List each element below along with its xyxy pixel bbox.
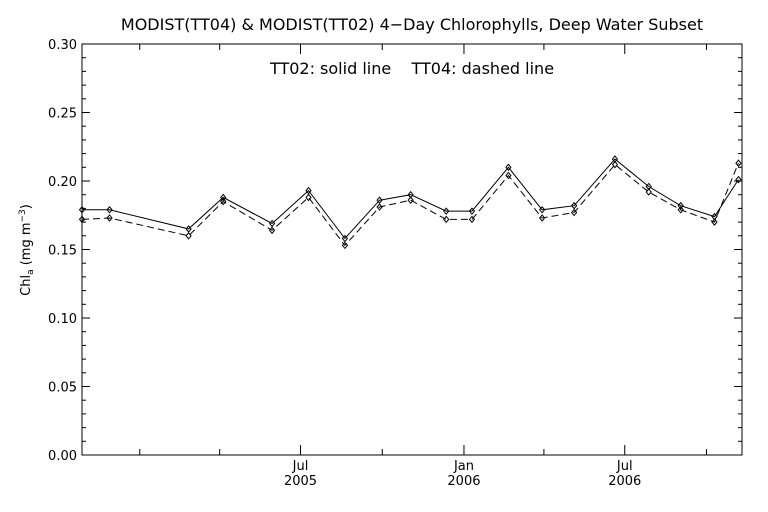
point-marker-tt02 <box>443 207 450 215</box>
x-tick-month-label: Jul <box>616 459 633 474</box>
point-marker-tt04 <box>505 171 512 180</box>
point-marker-tt04 <box>106 214 113 222</box>
y-tick-label: 0.20 <box>48 175 77 190</box>
point-marker-tt02 <box>268 219 276 228</box>
point-marker-tt02 <box>220 193 227 202</box>
y-tick-label: 0.10 <box>48 312 77 327</box>
point-marker-tt04 <box>645 188 652 196</box>
point-marker-tt02 <box>305 186 312 195</box>
y-tick-label: 0.30 <box>48 38 77 53</box>
point-marker-tt04 <box>735 159 742 167</box>
point-marker-tt04 <box>305 193 312 202</box>
x-tick-year-label: 2006 <box>447 474 480 489</box>
point-marker-tt02 <box>106 205 113 214</box>
point-marker-tt04 <box>570 208 578 217</box>
point-marker-tt02 <box>570 201 578 210</box>
series-line-tt02 <box>82 158 739 240</box>
point-marker-tt04 <box>220 197 227 206</box>
x-tick-month-label: Jan <box>453 459 474 474</box>
y-tick-label: 0.05 <box>48 381 77 396</box>
point-marker-tt02 <box>341 234 349 243</box>
point-marker-tt04 <box>468 215 476 224</box>
x-tick-year-label: 2006 <box>608 474 641 489</box>
x-tick-year-label: 2005 <box>284 474 317 489</box>
point-marker-tt04 <box>611 160 619 169</box>
y-tick-label: 0.15 <box>48 244 77 259</box>
series-layer <box>78 155 742 250</box>
series-style-note: TT02: solid line TT04: dashed line <box>269 59 554 78</box>
point-marker-tt04 <box>677 205 684 214</box>
point-marker-tt04 <box>538 214 546 222</box>
point-marker-tt04 <box>341 241 349 250</box>
point-marker-tt04 <box>268 226 276 235</box>
x-tick-month-label: Jul <box>292 459 309 474</box>
point-marker-tt04 <box>78 215 86 224</box>
y-axis: 0.00 0.05 0.10 0.15 0.20 0.25 0.30 <box>48 38 742 464</box>
point-marker-tt02 <box>376 196 383 204</box>
series-line-tt04 <box>81 163 739 247</box>
point-marker-tt04 <box>407 196 414 204</box>
point-marker-tt02 <box>185 225 192 233</box>
y-axis-label: Chla (mg m−3) <box>18 204 36 296</box>
point-marker-tt04 <box>185 232 192 240</box>
point-marker-tt02 <box>78 205 86 214</box>
point-marker-tt04 <box>443 215 450 224</box>
point-marker-tt02 <box>468 207 476 215</box>
point-marker-tt02 <box>677 201 684 210</box>
point-marker-tt02 <box>735 175 742 184</box>
point-marker-tt02 <box>538 205 546 214</box>
y-tick-label: 0.00 <box>48 449 77 464</box>
point-marker-tt04 <box>376 203 383 211</box>
y-tick-label: 0.25 <box>48 107 77 122</box>
point-marker-tt04 <box>711 218 718 226</box>
chart-title: MODIST(TT04) & MODIST(TT02) 4−Day Chloro… <box>121 15 703 34</box>
point-marker-tt02 <box>505 163 512 172</box>
